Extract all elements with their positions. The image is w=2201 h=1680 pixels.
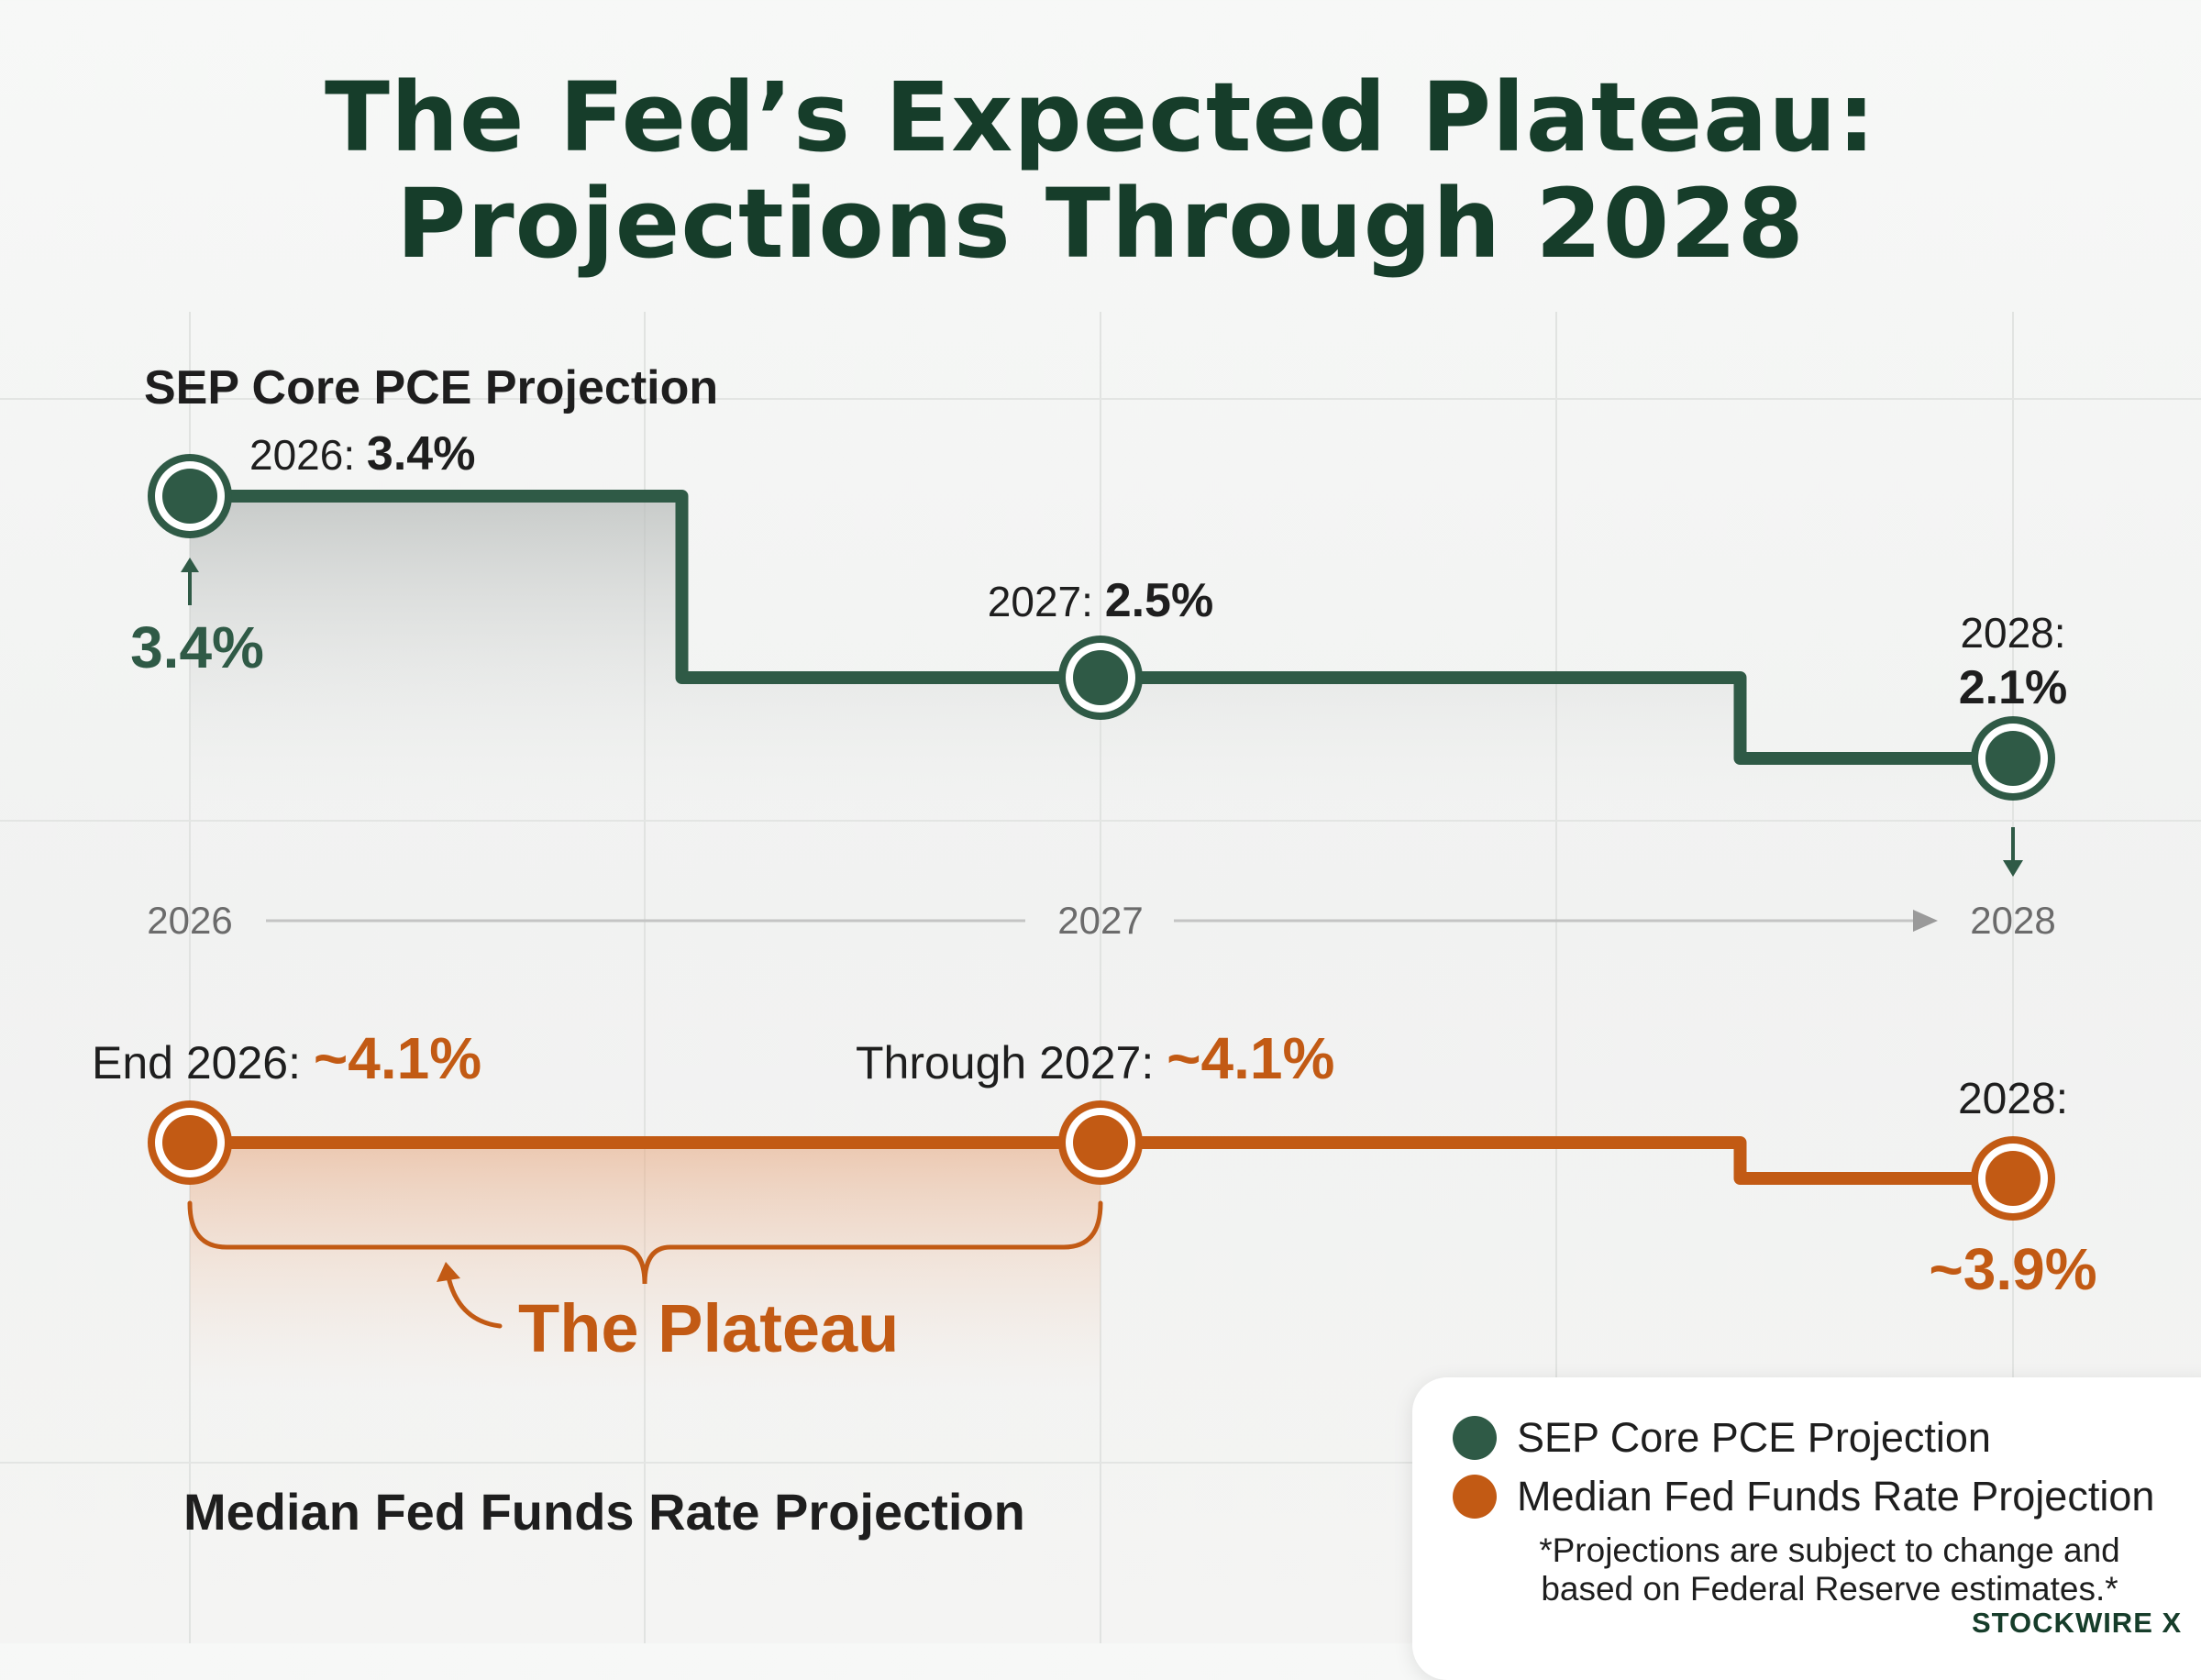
funds-panel-title: Median Fed Funds Rate Projection: [183, 1483, 1025, 1541]
pce-area-fill: [190, 496, 2013, 816]
pce-label-2027: 2027: 2.5%: [988, 574, 1213, 627]
funds-point-2028: [1971, 1136, 2055, 1221]
pce-point-2027-core: [1073, 650, 1128, 705]
funds-label-2026: End 2026: ~4.1%: [92, 1025, 481, 1091]
data-labels: 2026 2027 2028 SEP Core PCE Projection Media…: [92, 361, 2097, 1541]
pce-label-2026: 2026: 3.4%: [249, 427, 475, 481]
legend-marker-pce: [1453, 1416, 1497, 1460]
pce-point-2026-core: [162, 469, 217, 524]
funds-point-2027-core: [1073, 1115, 1128, 1170]
legend: SEP Core PCE Projection Median Fed Funds…: [1412, 1377, 2201, 1680]
pce-start-arrow-head: [181, 558, 199, 572]
legend-marker-funds: [1453, 1475, 1497, 1519]
pce-end-arrow-head: [2003, 860, 2023, 877]
funds-point-2028-core: [1985, 1151, 2041, 1206]
chart-title-line-1: The Fed’s Expected Plateau:: [325, 61, 1876, 173]
funds-label-2028-prefix: 2028:: [1958, 1075, 2068, 1123]
series-lines: [190, 490, 2013, 1185]
data-points: [148, 454, 2055, 1221]
pce-point-2028-core: [1985, 731, 2041, 786]
annotations: [181, 558, 2023, 1329]
pce-point-2027: [1058, 636, 1143, 720]
legend-label-pce: SEP Core PCE Projection: [1517, 1414, 1991, 1461]
legend-label-funds: Median Fed Funds Rate Projection: [1517, 1473, 2155, 1520]
brand-logo: STOCKWIRE X: [1972, 1607, 2183, 1639]
pce-point-2028: [1971, 716, 2055, 801]
funds-label-2028-value: ~3.9%: [1929, 1236, 2096, 1302]
pce-panel-title: SEP Core PCE Projection: [144, 361, 718, 414]
plateau-arrow-head: [437, 1262, 460, 1282]
chart-title-line-2: Projections Through 2028: [396, 168, 1805, 280]
pce-label-2028-prefix: 2028:: [1960, 609, 2065, 657]
pce-point-2026: [148, 454, 232, 538]
funds-point-2026-core: [162, 1115, 217, 1170]
funds-label-2027: Through 2027: ~4.1%: [856, 1025, 1334, 1091]
pce-start-callout: 3.4%: [130, 614, 264, 680]
x-tick-label-2028: 2028: [1970, 899, 2055, 942]
chart-title: The Fed’s Expected Plateau: Projections …: [0, 64, 2201, 277]
plateau-brace: [187, 1200, 1103, 1285]
legend-footnote: *Projections are subject to change and b…: [1539, 1531, 2120, 1608]
pce-label-2028-value: 2.1%: [1959, 661, 2068, 714]
x-tick-label-2027: 2027: [1057, 899, 1143, 942]
funds-point-2027: [1058, 1100, 1143, 1185]
x-tick-label-2026: 2026: [147, 899, 232, 942]
pce-series-line: [190, 490, 2013, 765]
legend-item-pce: SEP Core PCE Projection: [1453, 1414, 1991, 1462]
funds-point-2026: [148, 1100, 232, 1185]
funds-series-line: [190, 1136, 2013, 1185]
chart-canvas: 2026 2027 2028 SEP Core PCE Projection Media…: [0, 312, 2201, 1643]
legend-item-funds: Median Fed Funds Rate Projection: [1453, 1473, 2154, 1520]
plateau-label: The Plateau: [518, 1290, 899, 1366]
plateau-arrow-curve: [445, 1270, 503, 1329]
